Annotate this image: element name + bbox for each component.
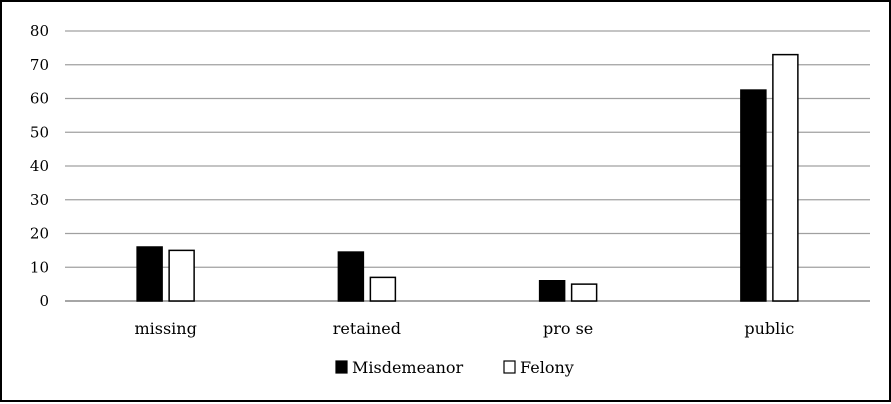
category-label: pro se: [543, 319, 593, 338]
bar-felony-retained: [369, 276, 397, 302]
bars: [136, 53, 799, 302]
y-tick-label: 40: [30, 157, 49, 175]
y-tick-label: 60: [30, 90, 49, 108]
bar-felony-missing: [168, 249, 195, 302]
gridlines: [65, 30, 870, 302]
legend-swatch-felony: [503, 360, 516, 374]
category-label: retained: [333, 319, 401, 338]
bar-felony-pro-se: [570, 283, 598, 302]
y-tick-label: 10: [30, 258, 49, 276]
y-tick-label: 20: [30, 225, 49, 243]
y-tick-label: 50: [30, 123, 49, 141]
legend-swatch-misdemeanor: [335, 360, 348, 374]
bar-felony-public: [772, 53, 799, 302]
y-axis-tick-labels: 0 10 20 30 40 50 60 70 80: [30, 22, 49, 310]
bar-misdemeanor-retained: [337, 251, 365, 302]
category-labels: missing retained pro se public: [134, 319, 794, 338]
bar-misdemeanor-pro-se: [538, 280, 566, 302]
category-label: public: [744, 319, 794, 338]
y-tick-label: 30: [30, 191, 49, 209]
bar-misdemeanor-missing: [136, 246, 163, 302]
legend-label-misdemeanor: Misdemeanor: [352, 358, 464, 377]
y-tick-label: 80: [30, 22, 49, 40]
category-label: missing: [134, 319, 196, 338]
y-tick-label: 70: [30, 56, 49, 74]
legend-label-felony: Felony: [520, 358, 574, 377]
bar-misdemeanor-public: [740, 89, 767, 302]
y-tick-label: 0: [39, 292, 49, 310]
legend: Misdemeanor Felony: [335, 358, 574, 377]
